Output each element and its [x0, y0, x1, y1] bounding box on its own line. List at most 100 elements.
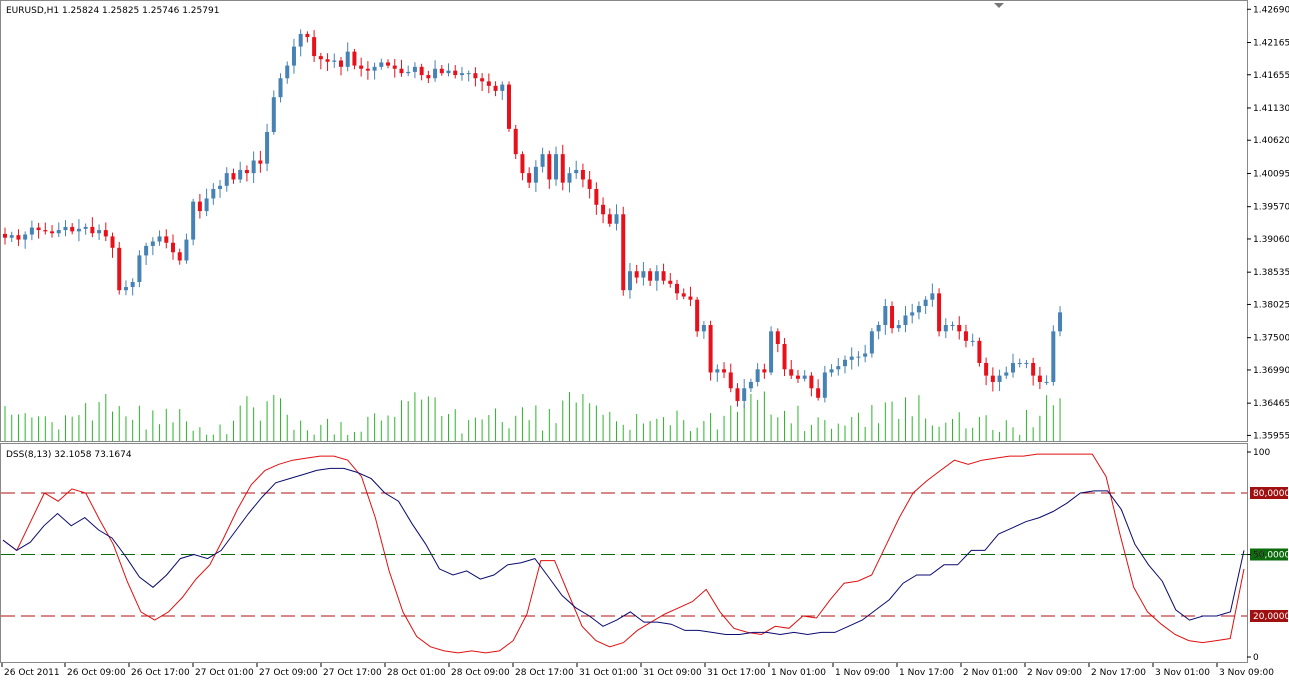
candle[interactable]: [97, 224, 102, 240]
candle[interactable]: [305, 31, 310, 43]
candle[interactable]: [554, 146, 559, 186]
candle[interactable]: [63, 220, 68, 237]
candle[interactable]: [171, 234, 175, 260]
candle[interactable]: [486, 73, 491, 94]
candle[interactable]: [251, 151, 256, 184]
candle[interactable]: [567, 167, 572, 193]
candle[interactable]: [359, 57, 364, 77]
candle[interactable]: [829, 364, 834, 377]
candle[interactable]: [1031, 357, 1036, 386]
candle[interactable]: [439, 64, 444, 76]
candle[interactable]: [701, 321, 706, 339]
candle[interactable]: [997, 369, 1002, 392]
candle[interactable]: [144, 242, 149, 265]
candle[interactable]: [150, 237, 155, 256]
candle[interactable]: [634, 264, 639, 284]
candle[interactable]: [863, 344, 868, 363]
candle[interactable]: [970, 333, 975, 347]
candle[interactable]: [675, 279, 679, 300]
candle[interactable]: [890, 301, 895, 334]
candle[interactable]: [419, 63, 424, 81]
candle[interactable]: [157, 230, 162, 246]
candle[interactable]: [278, 73, 283, 103]
candle[interactable]: [3, 227, 7, 245]
candle[interactable]: [943, 318, 948, 339]
candle[interactable]: [762, 363, 767, 379]
candle[interactable]: [177, 248, 182, 265]
candle[interactable]: [520, 151, 525, 181]
candle[interactable]: [110, 232, 115, 258]
candle[interactable]: [930, 283, 935, 307]
candle[interactable]: [258, 150, 263, 173]
candle[interactable]: [244, 165, 249, 182]
candle[interactable]: [372, 62, 377, 80]
candle[interactable]: [480, 73, 485, 91]
candle[interactable]: [197, 193, 202, 219]
candle[interactable]: [218, 179, 223, 198]
candle[interactable]: [36, 222, 41, 239]
candle[interactable]: [446, 63, 451, 77]
candle[interactable]: [648, 268, 653, 287]
candle[interactable]: [809, 372, 814, 397]
candle[interactable]: [1024, 360, 1029, 369]
candle[interactable]: [607, 208, 612, 227]
candle[interactable]: [29, 220, 34, 241]
candle[interactable]: [869, 328, 874, 358]
candle[interactable]: [661, 263, 666, 285]
candle[interactable]: [903, 305, 908, 333]
candle[interactable]: [392, 58, 397, 78]
candle[interactable]: [560, 144, 565, 191]
candle[interactable]: [298, 29, 303, 57]
candle[interactable]: [339, 57, 343, 76]
candle[interactable]: [822, 365, 827, 403]
candle[interactable]: [695, 296, 700, 337]
candle[interactable]: [433, 60, 438, 82]
candle[interactable]: [601, 197, 606, 224]
candle[interactable]: [1037, 366, 1042, 390]
candle[interactable]: [23, 231, 28, 249]
candle[interactable]: [957, 316, 962, 340]
candle[interactable]: [493, 81, 498, 97]
candle[interactable]: [547, 150, 552, 189]
candle[interactable]: [365, 61, 370, 80]
candle[interactable]: [211, 183, 216, 205]
candle[interactable]: [1051, 325, 1056, 386]
candle[interactable]: [735, 383, 740, 407]
candle[interactable]: [708, 320, 713, 381]
candle[interactable]: [507, 81, 511, 132]
candle[interactable]: [681, 288, 686, 300]
candle[interactable]: [883, 299, 888, 335]
candle[interactable]: [83, 223, 88, 235]
candle[interactable]: [412, 62, 417, 79]
candle[interactable]: [876, 321, 881, 340]
candle[interactable]: [688, 286, 693, 307]
candle[interactable]: [1044, 375, 1049, 385]
candle[interactable]: [379, 58, 384, 70]
candle[interactable]: [406, 65, 411, 77]
candle[interactable]: [580, 163, 585, 188]
candle[interactable]: [748, 378, 753, 393]
candle[interactable]: [204, 188, 209, 217]
candle[interactable]: [722, 362, 727, 378]
candle[interactable]: [43, 222, 48, 235]
candle[interactable]: [117, 241, 122, 295]
candle[interactable]: [285, 61, 290, 84]
candle[interactable]: [587, 170, 592, 199]
candle[interactable]: [459, 67, 464, 81]
candle[interactable]: [769, 326, 774, 376]
candle[interactable]: [500, 81, 505, 101]
candle[interactable]: [399, 59, 404, 77]
candle[interactable]: [614, 204, 619, 231]
candle[interactable]: [453, 65, 458, 79]
candle[interactable]: [627, 262, 632, 299]
candle[interactable]: [130, 278, 135, 296]
candle[interactable]: [164, 229, 169, 249]
candle[interactable]: [527, 167, 532, 189]
candle[interactable]: [782, 337, 787, 377]
candle[interactable]: [990, 367, 995, 392]
candle[interactable]: [849, 347, 854, 370]
candle[interactable]: [238, 161, 243, 184]
candle[interactable]: [728, 363, 733, 393]
candle[interactable]: [325, 53, 330, 71]
